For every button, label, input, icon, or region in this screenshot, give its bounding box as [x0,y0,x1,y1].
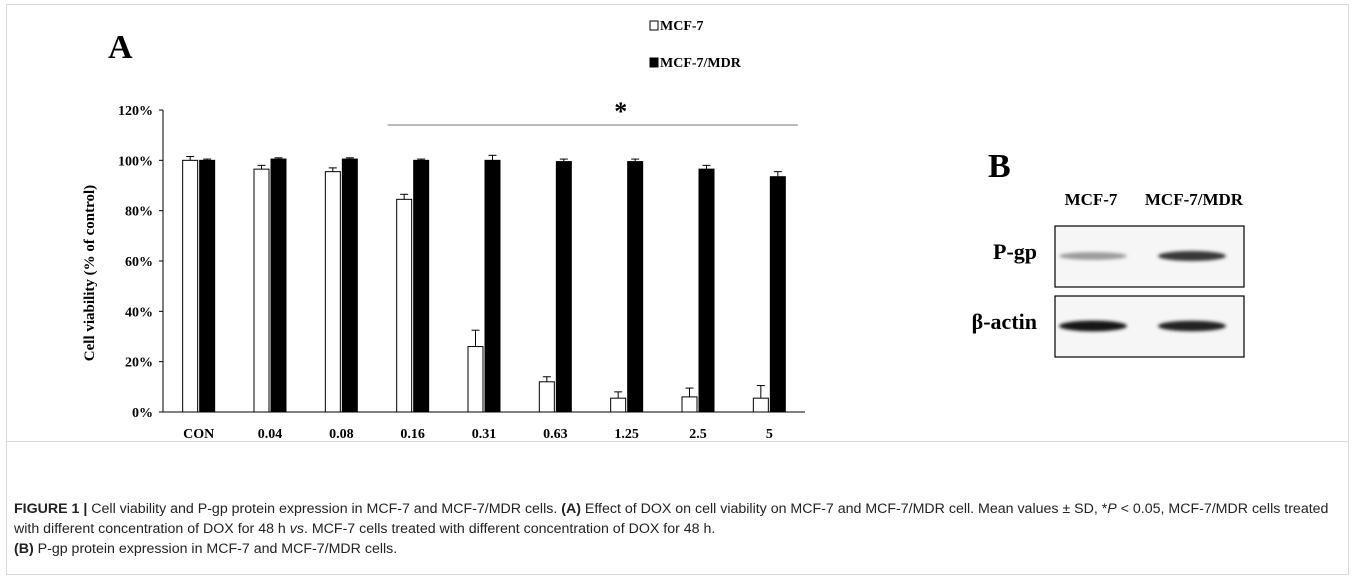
y-tick-label: 20% [125,356,153,371]
x-tick-label: 0.08 [329,427,354,440]
panel-a-label: A [108,29,133,66]
caption-text-1: Cell viability and P-gp protein expressi… [87,501,562,517]
y-tick-label: 120% [118,104,153,119]
blot-row-label: β-actin [972,309,1037,334]
panel-b-label: B [988,148,1011,185]
caption-a-tag: (A) [561,501,581,517]
bar [341,158,358,413]
bar [610,397,627,413]
legend-swatch [649,20,659,31]
figure-panels: A B 0% 20% 40% 60% 80% 100% 120% CON 0.04 0.08 0.1… [82,19,1245,440]
bar [396,198,413,413]
y-tick-label: 60% [125,255,153,270]
bar [627,161,644,413]
caption-p-italic: P [1107,501,1117,517]
y-tick-label: 0% [132,406,153,421]
caption-divider [6,441,1349,442]
legend-swatch [649,57,659,68]
caption-lead: FIGURE 1 | [14,501,88,517]
blot-band [1059,320,1127,332]
x-tick-label: 0.31 [472,427,497,440]
blot-column-label: MCF-7 [1065,190,1118,209]
caption-vs-italic: vs [289,521,304,537]
bar [752,397,769,413]
legend-label: MCF-7 [660,19,704,34]
bar [538,381,555,413]
y-tick-label: 80% [125,205,153,220]
bar [413,159,430,413]
caption-text-2: Effect of DOX on cell viability on MCF-7… [580,501,1108,517]
caption-b-tag: (B) [14,541,34,557]
bar [270,158,287,413]
figure-caption: FIGURE 1 | Cell viability and P-gp prote… [14,499,1344,559]
x-tick-label: 0.04 [258,427,283,440]
x-tick-label: 2.5 [689,427,707,440]
significance-star: * [614,97,627,126]
y-axis-label: Cell viability (% of control) [82,185,98,361]
bar [199,159,216,413]
x-tick-label: 1.25 [614,427,639,440]
bar [769,176,786,413]
legend-label: MCF-7/MDR [660,56,742,71]
bar [467,346,484,413]
y-tick-label: 40% [125,305,153,320]
blot-band [1158,320,1226,332]
bar [698,168,715,413]
bar [182,159,199,413]
bar [484,159,501,413]
bar [555,161,572,413]
caption-text-4: . MCF-7 cells treated with different con… [303,521,716,537]
caption-text-5: P-gp protein expression in MCF-7 and MCF… [33,541,398,557]
figure-frame [6,4,1349,575]
bar-chart: 0% 20% 40% 60% 80% 100% 120% CON 0.04 0.08 0.16 0.3… [82,19,805,440]
x-tick-label: 0.63 [543,427,568,440]
blot-band [1059,252,1127,260]
x-tick-label: CON [183,427,214,440]
bar [324,171,341,413]
caption-text-3: < 0.05, MCF-7/MDR cells treated with dif… [14,501,1329,537]
blot-row-label: P-gp [993,239,1037,264]
x-tick-label: 5 [766,427,773,440]
x-tick-label: 0.16 [400,427,425,440]
blot-band [1158,251,1226,261]
bar [681,396,698,413]
blot-column-label: MCF-7/MDR [1145,190,1244,209]
y-tick-label: 100% [118,154,153,169]
bar [253,168,270,413]
western-blot: MCF-7 MCF-7/MDR P-gp β-actin [972,190,1245,358]
